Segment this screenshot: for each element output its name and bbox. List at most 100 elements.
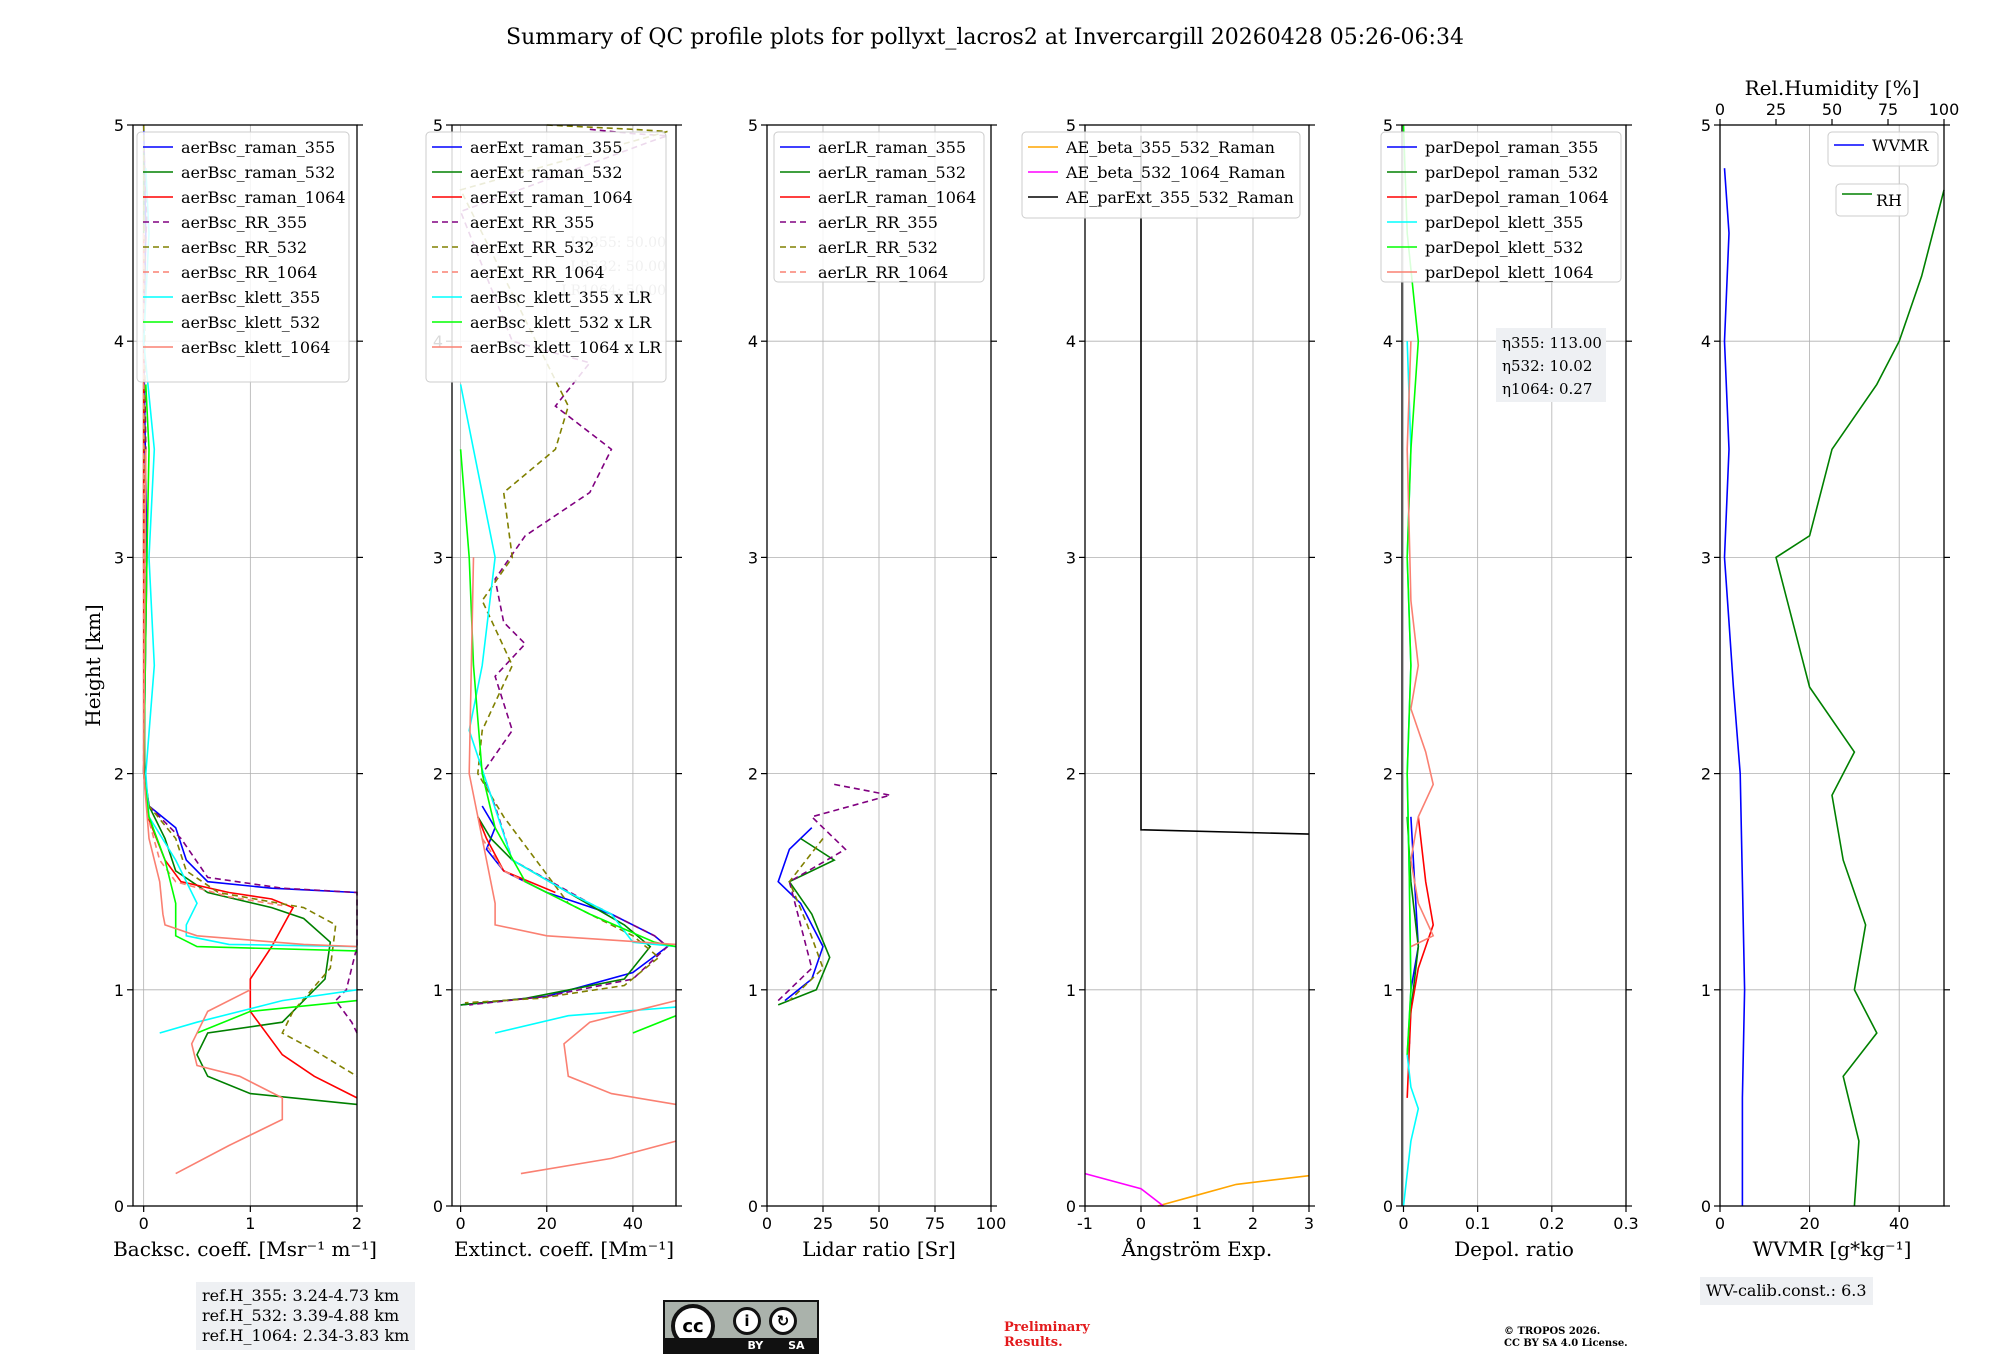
bsc-ytick-label-1: 1 xyxy=(114,981,124,1000)
ae-ytick-label-1: 1 xyxy=(1066,981,1076,1000)
lr-ytick-label-0: 0 xyxy=(748,1197,758,1216)
lr-legend-label-0: aerLR_raman_355 xyxy=(818,138,966,157)
wv-x2tick-label-1: 25 xyxy=(1766,100,1786,119)
ae-legend-label-1: AE_beta_532_1064_Raman xyxy=(1065,163,1285,182)
bsc-xtick-label-1: 1 xyxy=(245,1214,255,1233)
bsc-series-9 xyxy=(159,989,358,1034)
ae-xtick-label-2: 1 xyxy=(1192,1214,1202,1233)
preliminary-results-note: Preliminary Results. xyxy=(1004,1320,1090,1350)
bsc-series-7 xyxy=(142,384,358,952)
wv-x2label: Rel.Humidity [%] xyxy=(1745,76,1920,100)
bsc-series-10 xyxy=(196,999,358,1034)
ext-legend: aerExt_raman_355 aerExt_raman_532 aerExt_r… xyxy=(425,131,667,383)
pdr-ytick-label-4: 4 xyxy=(1383,332,1393,351)
bsc-series-5 xyxy=(142,233,283,907)
ae-legend-label-0: AE_beta_355_532_Raman xyxy=(1065,138,1275,157)
pdr-legend-label-3: parDepol_klett_355 xyxy=(1425,213,1583,232)
lr-xlabel: Lidar ratio [Sr] xyxy=(802,1237,956,1261)
ref-height-355: ref.H_355: 3.24-4.73 km xyxy=(202,1286,400,1305)
wv-calibration-constant: WV-calib.const.: 6.3 xyxy=(1706,1281,1867,1300)
ext-legend-label-6: aerBsc_klett_355 x LR xyxy=(470,288,652,307)
ext-ytick-label-2: 2 xyxy=(433,765,443,784)
pdr-xtick-label-1: 0.1 xyxy=(1465,1214,1490,1233)
bsc-ytick-label-4: 4 xyxy=(114,332,124,351)
copyright-line-1: © TROPOS 2026. xyxy=(1504,1326,1601,1337)
ae-xlabel: Ångström Exp. xyxy=(1121,1236,1272,1261)
bsc-ytick-label-5: 5 xyxy=(114,116,124,135)
pdr-legend-label-1: parDepol_raman_532 xyxy=(1425,163,1598,182)
ext-legend-label-2: aerExt_raman_1064 xyxy=(470,188,633,207)
pdr-series-4 xyxy=(1402,124,1420,1055)
ae-series-0 xyxy=(1157,1174,1310,1207)
ext-series-7 xyxy=(459,449,677,948)
ext-xlabel: Extinct. coeff. [Mm⁻¹] xyxy=(454,1237,674,1261)
ae-series-1 xyxy=(1084,1172,1164,1207)
bsc-legend-label-7: aerBsc_klett_532 xyxy=(181,313,320,332)
bsc-legend-label-2: aerBsc_raman_1064 xyxy=(181,188,346,207)
ext-series-2 xyxy=(477,816,556,894)
bsc-legend-label-5: aerBsc_RR_1064 xyxy=(181,263,317,282)
ae-xtick-label-1: 0 xyxy=(1136,1214,1146,1233)
pdr-series-5 xyxy=(1406,341,1435,948)
cc-license-badge: cc i ↻ BY SA xyxy=(663,1300,819,1354)
wv-series-0 xyxy=(1723,168,1746,1206)
pdr-ytick-label-2: 2 xyxy=(1383,765,1393,784)
pdr-ytick-label-5: 5 xyxy=(1383,116,1393,135)
preliminary-line-1: Preliminary xyxy=(1004,1320,1090,1335)
copyright-note: © TROPOS 2026. CC BY SA 4.0 License. xyxy=(1504,1326,1628,1350)
lr-legend-label-1: aerLR_raman_532 xyxy=(818,163,966,182)
share-alike-icon: ↻ xyxy=(769,1307,797,1335)
lr-series-3 xyxy=(777,783,891,1002)
ext-axes-frame xyxy=(451,124,677,1207)
lr-legend-label-4: aerLR_RR_532 xyxy=(818,238,938,257)
bsc-legend-label-4: aerBsc_RR_532 xyxy=(181,238,307,257)
eta-label-1: η532: 10.02 xyxy=(1502,357,1592,375)
pdr-legend: parDepol_raman_355 parDepol_raman_532 parD… xyxy=(1380,131,1622,283)
copyright-line-2: CC BY SA 4.0 License. xyxy=(1504,1338,1628,1349)
panel-bsc: 0 1 2 0 1 2 3 4 5 Backsc. coeff. [Msr⁻¹ m⁻¹] Heigh… xyxy=(81,116,377,1261)
ae-xtick-label-4: 3 xyxy=(1304,1214,1314,1233)
ext-ytick-label-1: 1 xyxy=(433,981,443,1000)
ae-xtick-label-3: 2 xyxy=(1248,1214,1258,1233)
wv-legend-label-1: RH xyxy=(1876,191,1902,210)
lr-ytick-label-5: 5 xyxy=(748,116,758,135)
eta-label-0: η355: 113.00 xyxy=(1502,334,1602,352)
ext-series-1 xyxy=(460,816,652,1006)
lr-legend-frame xyxy=(773,131,985,283)
ext-legend-label-5: aerExt_RR_1064 xyxy=(470,263,605,282)
lr-ytick-label-2: 2 xyxy=(748,765,758,784)
cc-sa-label: SA xyxy=(788,1338,805,1352)
pdr-legend-label-5: parDepol_klett_1064 xyxy=(1425,263,1594,282)
lr-ytick-label-3: 3 xyxy=(748,548,758,567)
wv-ytick-label-4: 4 xyxy=(1701,332,1711,351)
lr-series-4 xyxy=(788,838,824,1002)
lr-xtick-label-0: 0 xyxy=(762,1214,772,1233)
lr-series-0 xyxy=(777,827,824,1002)
bsc-legend-frame xyxy=(136,131,350,383)
bsc-xtick-label-2: 2 xyxy=(352,1214,362,1233)
lr-xtick-label-3: 75 xyxy=(925,1214,945,1233)
pdr-ytick-label-1: 1 xyxy=(1383,981,1393,1000)
eta-box-bg xyxy=(1496,328,1606,402)
wv-xtick-label-2: 40 xyxy=(1889,1214,1909,1233)
ext-series-3 xyxy=(459,128,669,1006)
bsc-xtick-label-0: 0 xyxy=(139,1214,149,1233)
bsc-series-11 xyxy=(175,989,284,1175)
wv-legend: WVMR RH xyxy=(1827,131,1939,217)
ext-legend-label-4: aerExt_RR_532 xyxy=(470,238,594,257)
wv-xtick-label-1: 20 xyxy=(1799,1214,1819,1233)
wv-x2tick-label-3: 75 xyxy=(1878,100,1898,119)
bsc-legend-label-3: aerBsc_RR_355 xyxy=(181,213,307,232)
ext-series-9 xyxy=(494,1006,677,1034)
lr-legend: aerLR_raman_355 aerLR_raman_532 aerLR_rama… xyxy=(773,131,985,283)
pdr-xtick-label-3: 0.3 xyxy=(1613,1214,1638,1233)
lr-ytick-label-1: 1 xyxy=(748,981,758,1000)
preliminary-line-2: Results. xyxy=(1004,1335,1063,1350)
bsc-xlabel: Backsc. coeff. [Msr⁻¹ m⁻¹] xyxy=(113,1237,377,1261)
bsc-ylabel: Height [km] xyxy=(81,604,105,726)
ae-legend: AE_beta_355_532_Raman AE_beta_532_1064_Ra… xyxy=(1021,131,1301,219)
wv-ytick-label-2: 2 xyxy=(1701,765,1711,784)
